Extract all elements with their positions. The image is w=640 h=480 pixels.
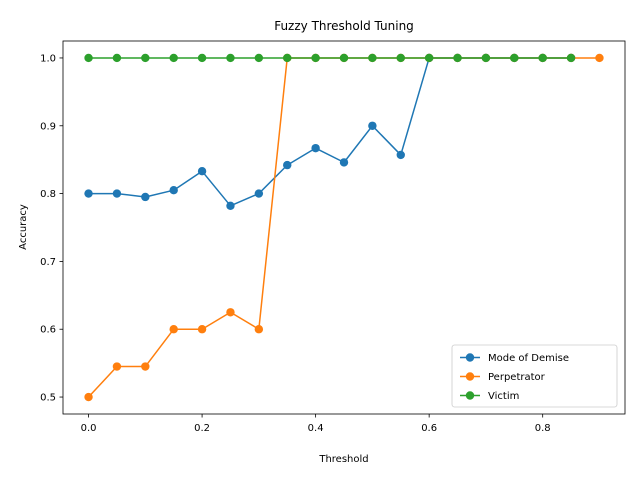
- x-tick-label: 0.2: [194, 423, 210, 434]
- data-point-victim: [424, 53, 434, 63]
- series-victim: [84, 53, 576, 63]
- x-tick-label: 0.6: [421, 423, 437, 434]
- data-point-perpetrator: [141, 362, 150, 371]
- data-point-victim: [141, 53, 150, 63]
- data-point-mode-of-demise: [226, 201, 235, 210]
- data-point-victim: [566, 53, 576, 63]
- data-point-victim: [453, 53, 462, 63]
- legend-label-victim: Victim: [488, 391, 519, 402]
- data-point-perpetrator: [595, 53, 604, 63]
- data-point-perpetrator: [226, 308, 235, 317]
- data-point-mode-of-demise: [339, 158, 349, 167]
- data-point-victim: [538, 53, 547, 63]
- data-point-mode-of-demise: [169, 186, 178, 195]
- y-axis-label: Accuracy: [18, 204, 29, 250]
- data-point-mode-of-demise: [197, 167, 207, 176]
- data-point-victim: [481, 53, 491, 63]
- data-point-perpetrator: [84, 392, 93, 402]
- data-point-mode-of-demise: [311, 143, 320, 153]
- data-point-victim: [226, 53, 235, 63]
- data-point-mode-of-demise: [283, 160, 292, 170]
- legend-box: [451, 344, 618, 408]
- data-point-mode-of-demise: [112, 189, 122, 198]
- data-point-perpetrator: [112, 362, 122, 371]
- y-tick-label: 0.5: [40, 393, 56, 404]
- data-point-victim: [283, 53, 292, 63]
- x-tick-label: 0.8: [535, 423, 551, 434]
- data-point-mode-of-demise: [254, 189, 264, 198]
- data-point-victim: [510, 53, 519, 63]
- plot-area: 0.0 0.2 0.4 0.6 0.8 0.5 0.6 0.7 0.8 0.9 1.0: [40, 40, 626, 434]
- legend-marker-victim: [465, 391, 475, 400]
- x-axis-label: Threshold: [318, 454, 368, 465]
- data-point-mode-of-demise: [368, 121, 377, 130]
- data-point-victim: [254, 53, 264, 63]
- data-point-victim: [197, 53, 207, 63]
- y-tick-label: 0.8: [40, 189, 56, 200]
- axes-frame: [62, 40, 626, 415]
- data-point-perpetrator: [197, 325, 207, 334]
- data-point-mode-of-demise: [396, 150, 405, 160]
- data-point-victim: [311, 53, 320, 63]
- y-tick-label: 0.7: [40, 257, 56, 268]
- legend-label-mode-of-demise: Mode of Demise: [488, 353, 569, 364]
- legend: Mode of Demise Perpetrator Victim: [451, 344, 618, 408]
- data-point-perpetrator: [169, 325, 178, 334]
- legend-marker-perpetrator: [465, 372, 475, 381]
- data-point-victim: [339, 53, 349, 63]
- data-point-victim: [368, 53, 377, 63]
- legend-marker-mode-of-demise: [465, 353, 475, 362]
- legend-label-perpetrator: Perpetrator: [488, 372, 546, 383]
- y-tick-label: 1.0: [40, 53, 56, 64]
- data-point-victim: [169, 53, 178, 63]
- x-tick-label: 0.4: [308, 423, 324, 434]
- y-tick-label: 0.9: [40, 121, 56, 132]
- data-point-victim: [396, 53, 405, 63]
- data-point-victim: [84, 53, 93, 63]
- data-point-mode-of-demise: [141, 192, 150, 202]
- x-tick-label: 0.0: [81, 423, 97, 434]
- data-point-perpetrator: [254, 325, 264, 334]
- data-point-mode-of-demise: [84, 189, 93, 198]
- y-tick-label: 0.6: [40, 325, 56, 336]
- data-point-victim: [112, 53, 122, 63]
- chart-title: Fuzzy Threshold Tuning: [274, 19, 414, 33]
